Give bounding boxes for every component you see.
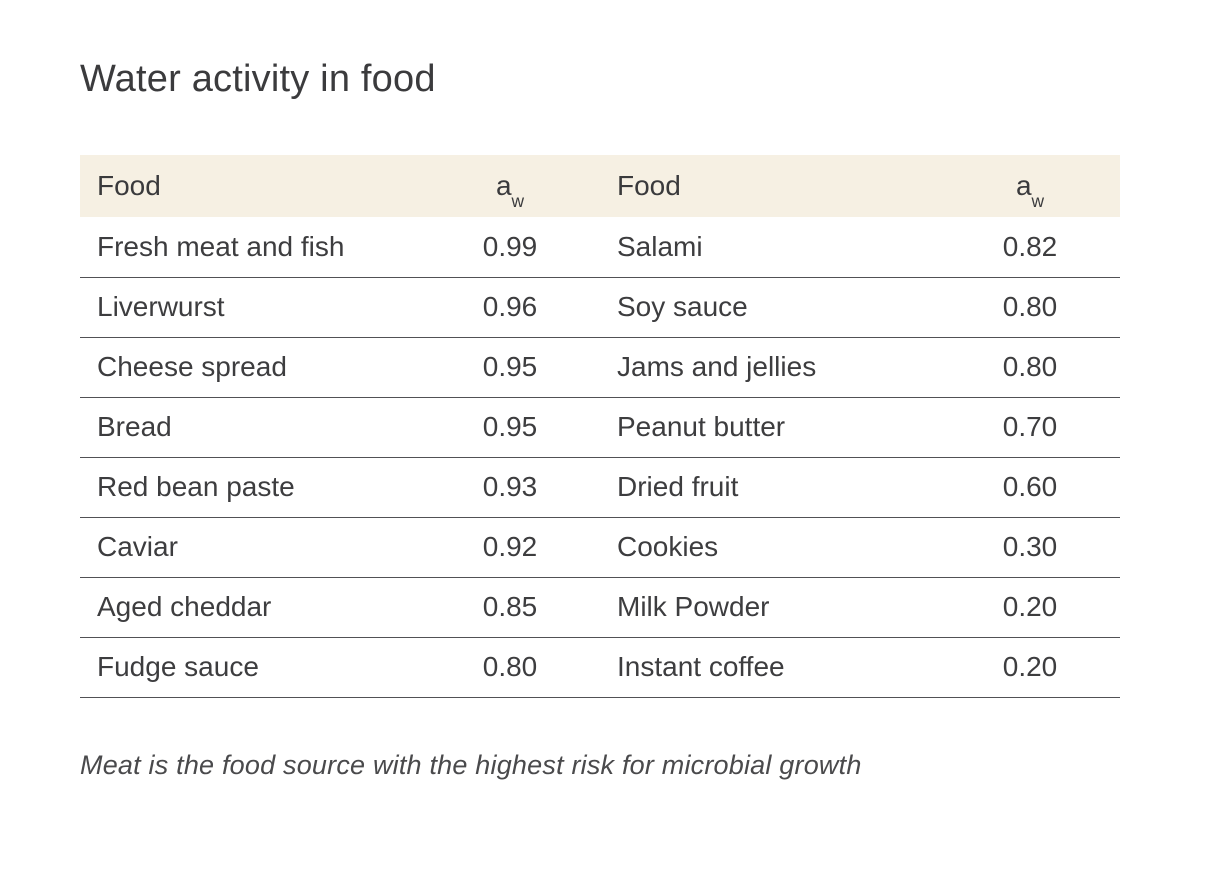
table-row: Liverwurst 0.96 Soy sauce 0.80: [80, 277, 1120, 338]
table-row: Fudge sauce 0.80 Instant coffee 0.20: [80, 637, 1120, 698]
page-content: Water activity in food Food aw Food aw: [80, 0, 1120, 781]
aw-value-cell: 0.92: [420, 517, 600, 578]
aw-subscript: w: [511, 191, 525, 212]
aw-value-cell: 0.93: [420, 457, 600, 518]
food-cell: Milk Powder: [600, 577, 940, 638]
aw-value-cell: 0.20: [940, 637, 1120, 698]
column-header-label: Food: [97, 170, 161, 201]
aw-value-cell: 0.60: [940, 457, 1120, 518]
aw-symbol: a: [495, 170, 512, 201]
food-cell: Cookies: [600, 517, 940, 578]
food-cell: Fudge sauce: [80, 637, 420, 698]
table-row: Red bean paste 0.93 Dried fruit 0.60: [80, 457, 1120, 518]
aw-value-cell: 0.70: [940, 397, 1120, 458]
food-cell: Jams and jellies: [600, 337, 940, 398]
column-header-food-right: Food: [600, 155, 940, 217]
food-cell: Soy sauce: [600, 277, 940, 338]
food-cell: Fresh meat and fish: [80, 217, 420, 278]
table-caption: Meat is the food source with the highest…: [80, 749, 862, 780]
table-row: Cheese spread 0.95 Jams and jellies 0.80: [80, 337, 1120, 398]
water-activity-table: Food aw Food aw Fresh meat and fish 0.99…: [80, 155, 1120, 698]
aw-value-cell: 0.82: [940, 217, 1120, 278]
aw-value-cell: 0.96: [420, 277, 600, 338]
aw-value-cell: 0.80: [420, 637, 600, 698]
page-title: Water activity in food: [80, 58, 436, 100]
aw-value-cell: 0.20: [940, 577, 1120, 638]
food-cell: Cheese spread: [80, 337, 420, 398]
food-cell: Peanut butter: [600, 397, 940, 458]
aw-value-cell: 0.80: [940, 337, 1120, 398]
food-cell: Caviar: [80, 517, 420, 578]
table-body: Fresh meat and fish 0.99 Salami 0.82 Liv…: [80, 217, 1120, 698]
table-row: Bread 0.95 Peanut butter 0.70: [80, 397, 1120, 458]
aw-value-cell: 0.99: [420, 217, 600, 278]
aw-subscript: w: [1031, 191, 1045, 212]
column-header-aw-right: aw: [940, 155, 1120, 217]
table-row: Fresh meat and fish 0.99 Salami 0.82: [80, 217, 1120, 278]
food-cell: Bread: [80, 397, 420, 458]
table-row: Caviar 0.92 Cookies 0.30: [80, 517, 1120, 578]
table-header-row: Food aw Food aw: [80, 155, 1120, 217]
column-header-label: Food: [617, 170, 681, 201]
column-header-aw-left: aw: [420, 155, 600, 217]
aw-value-cell: 0.80: [940, 277, 1120, 338]
food-cell: Dried fruit: [600, 457, 940, 518]
food-cell: Instant coffee: [600, 637, 940, 698]
table-row: Aged cheddar 0.85 Milk Powder 0.20: [80, 577, 1120, 638]
food-cell: Aged cheddar: [80, 577, 420, 638]
aw-symbol: a: [1015, 170, 1032, 201]
food-cell: Salami: [600, 217, 940, 278]
column-header-food-left: Food: [80, 155, 420, 217]
aw-value-cell: 0.85: [420, 577, 600, 638]
aw-value-cell: 0.95: [420, 337, 600, 398]
aw-value-cell: 0.95: [420, 397, 600, 458]
aw-value-cell: 0.30: [940, 517, 1120, 578]
food-cell: Liverwurst: [80, 277, 420, 338]
food-cell: Red bean paste: [80, 457, 420, 518]
